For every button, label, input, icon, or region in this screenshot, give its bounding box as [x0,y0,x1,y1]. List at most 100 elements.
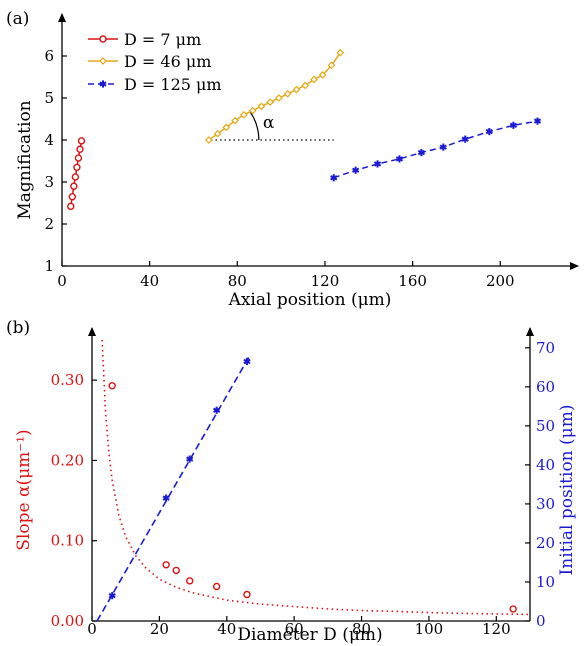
panel-b-left-label: Slope α(μm⁻¹) [14,429,34,550]
data-point [283,89,292,98]
data-point [301,81,310,90]
data-point-stroke [213,407,221,413]
data-point [67,202,75,211]
x-tick-label: 200 [486,272,515,290]
data-point [108,382,116,390]
x-tick-label: 80 [352,620,371,638]
x-tick-label: 120 [311,272,340,290]
fit-line [96,357,250,622]
data-point-stroke [352,167,360,173]
panel-a-y-ticks: 1 2 3 4 5 6 [44,47,67,275]
right-tick-label: 70 [536,339,555,357]
data-point [222,123,231,132]
data-point-stroke [395,156,404,162]
data-point [248,106,257,115]
data-point-stroke [533,118,542,124]
panel-b-label: (b) [6,318,30,338]
data-point [74,154,83,162]
legend-marker-shape [99,57,107,65]
data-point [257,102,266,111]
legend-label-d125: D = 125 μm [124,75,222,94]
data-point [231,116,239,125]
data-point-stroke [162,495,170,501]
right-tick-label: 20 [536,534,555,552]
x-tick-label: 0 [57,272,67,290]
data-point [292,85,301,94]
legend-marker-d46 [99,57,107,65]
y-tick-label: 3 [44,173,54,191]
x-tick-label: 60 [285,620,304,638]
panel-a-y-label: Magnification [15,100,35,219]
panel-a-x-label: Axial position (μm) [228,290,392,310]
b-series-3 [96,357,250,622]
legend-marker-shape [99,80,107,88]
panel-b-x-label: Diameter D (μm) [237,625,382,645]
panel-b: (b) 0 20 40 60 80 100 120 0.00 0.10 0.20 0.30 0 10… [6,318,577,645]
legend-label-d46: D = 46 μm [124,52,211,71]
data-point [240,110,248,119]
series-0 [67,137,86,211]
data-point [461,135,469,143]
x-tick-label: 40 [217,620,236,638]
legend-label-d7: D = 7 μm [124,30,201,49]
data-point [373,160,382,168]
legend-item-d125: D = 125 μm [88,75,222,94]
x-tick-label: 0 [87,620,97,638]
slope-annotation: α [211,111,334,141]
data-point-stroke [417,149,425,156]
data-point [417,149,425,157]
x-tick-label: 20 [150,620,169,638]
data-point [509,605,517,613]
data-point [77,137,86,145]
panel-a: (a) 0 40 80 120 160 200 1 2 3 4 5 6 Axial position… [6,9,579,310]
data-point-stroke [330,175,338,181]
series-1 [204,48,345,144]
right-tick-label: 50 [536,417,555,435]
data-point-stroke [373,161,382,167]
data-point [439,143,447,151]
left-tick-label: 0.20 [51,451,84,469]
panel-b-series [96,339,531,622]
data-point [485,128,493,136]
panel-b-right-ticks: 0 10 20 30 40 50 60 70 [525,339,555,630]
data-point-stroke [439,144,447,150]
data-point [186,577,194,585]
y-tick-label: 1 [44,257,54,275]
data-point [318,71,327,79]
x-tick-label: 100 [415,620,444,638]
data-point [266,98,275,107]
y-tick-label: 2 [44,215,54,233]
data-point [509,121,518,129]
panel-b-left-ticks: 0.00 0.10 0.20 0.30 [51,371,97,630]
legend-item-d7: D = 7 μm [88,30,201,49]
data-point [327,61,336,70]
data-point [213,129,222,138]
series-line [208,52,341,141]
right-tick-label: 10 [536,573,555,591]
data-point-stroke [461,136,469,142]
legend-marker-shape-stroke [99,81,107,87]
legend-marker-shape [99,35,107,43]
data-point [172,566,180,575]
data-point [395,155,404,163]
data-point [330,174,338,182]
x-tick-label: 160 [398,272,427,290]
data-point [71,173,80,181]
y-tick-label: 6 [44,47,54,65]
legend-marker-d7 [99,35,107,43]
x-tick-label: 40 [140,272,159,290]
data-point [212,582,221,591]
right-tick-label: 30 [536,495,555,513]
panel-a-x-ticks: 0 40 80 120 160 200 [57,261,515,290]
data-point [70,182,78,190]
slope-alpha-label: α [263,113,275,133]
right-tick-label: 0 [536,612,546,630]
data-point-stroke [186,456,194,462]
x-tick-label: 120 [482,620,511,638]
slope-angle-arc [249,111,260,141]
y-tick-label: 5 [44,89,54,107]
data-point-stroke [108,592,116,599]
left-tick-label: 0.10 [51,532,84,550]
data-point-stroke [485,128,493,135]
series-line [333,120,538,179]
